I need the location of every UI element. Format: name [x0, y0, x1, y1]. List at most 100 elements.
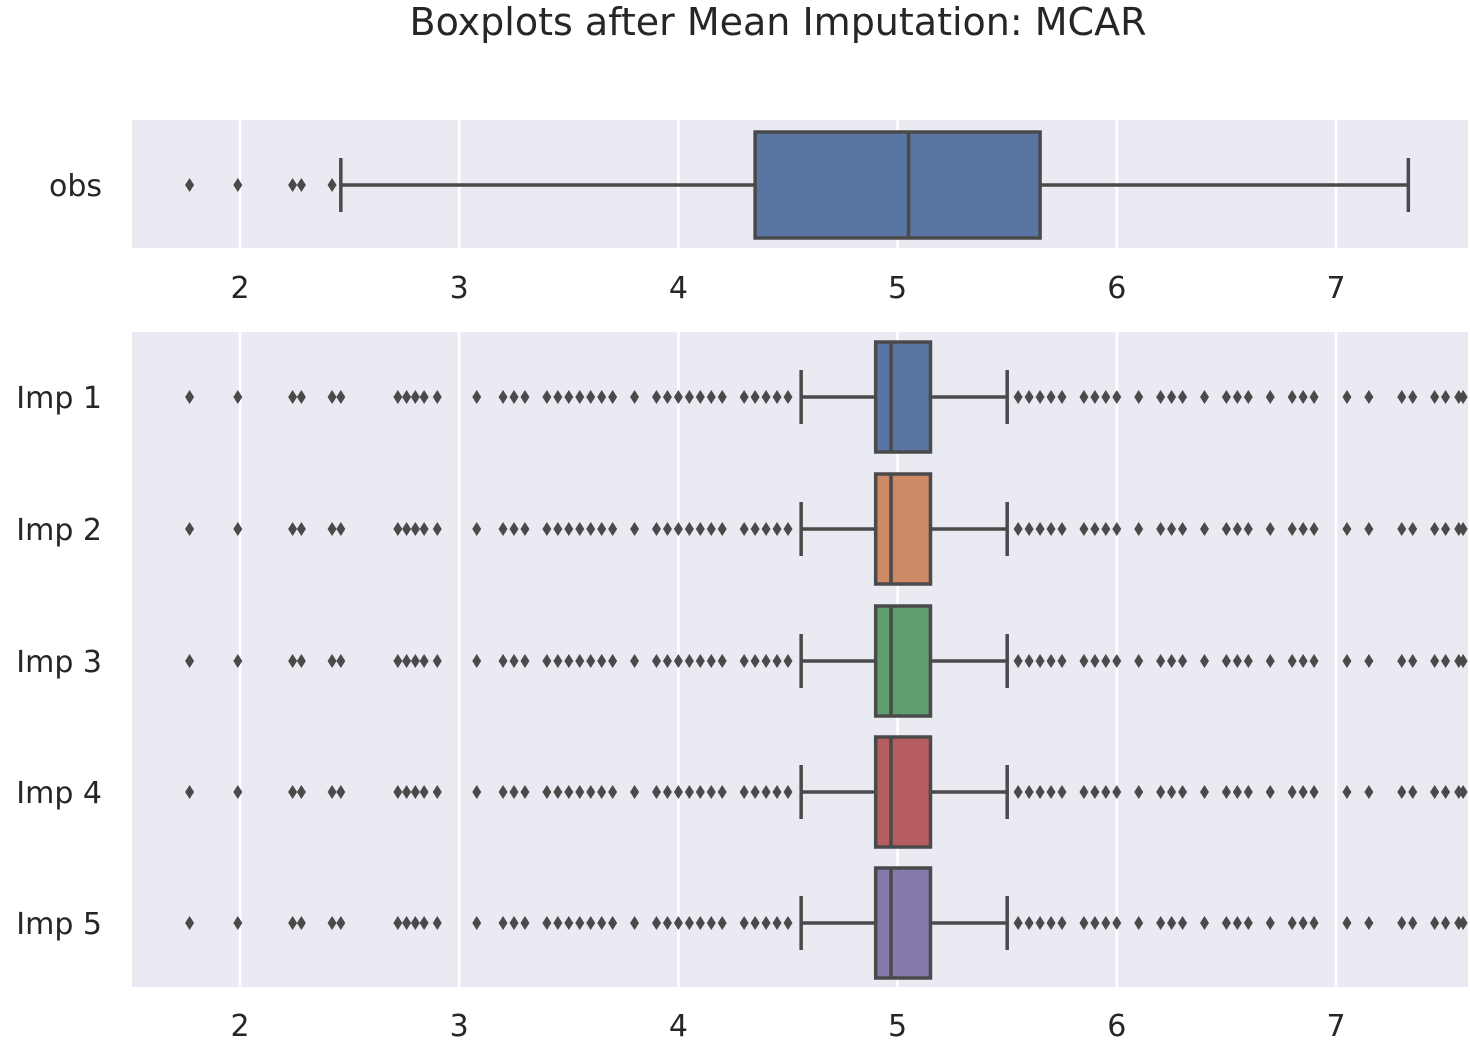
- outlier-point: [1156, 916, 1166, 930]
- outlier-point: [1024, 916, 1034, 930]
- outlier-point: [336, 390, 346, 404]
- box-iqr: [873, 604, 933, 718]
- outlier-point: [1265, 522, 1275, 536]
- x-tick-label: 6: [1107, 271, 1126, 306]
- outlier-point: [553, 785, 563, 799]
- outlier-point: [419, 916, 429, 930]
- outlier-point: [410, 916, 420, 930]
- outlier-point: [1408, 785, 1418, 799]
- outlier-point: [1232, 785, 1242, 799]
- outlier-point: [1342, 785, 1352, 799]
- outlier-point: [1408, 916, 1418, 930]
- outlier-point: [327, 785, 337, 799]
- outlier-point: [651, 785, 661, 799]
- outlier-point: [564, 916, 574, 930]
- outlier-point: [1458, 785, 1468, 799]
- outlier-point: [542, 522, 552, 536]
- outlier-point: [1156, 654, 1166, 668]
- outlier-point: [575, 522, 585, 536]
- outlier-point: [1221, 916, 1231, 930]
- outlier-point: [1221, 522, 1231, 536]
- outlier-point: [772, 522, 782, 536]
- outlier-point: [662, 522, 672, 536]
- outlier-point: [1458, 390, 1468, 404]
- outlier-point: [1408, 390, 1418, 404]
- outlier-point: [673, 785, 683, 799]
- outlier-point: [1057, 785, 1067, 799]
- outlier-point: [662, 390, 672, 404]
- outlier-point: [1232, 390, 1242, 404]
- outlier-point: [296, 654, 306, 668]
- outlier-point: [608, 654, 618, 668]
- outlier-point: [1408, 522, 1418, 536]
- outlier-point: [1046, 522, 1056, 536]
- x-tick-label: 5: [888, 1009, 907, 1044]
- outlier-point: [717, 522, 727, 536]
- outlier-point: [739, 654, 749, 668]
- y-category-label: Imp 5: [16, 907, 102, 942]
- outlier-point: [750, 522, 760, 536]
- boxplot-imp-5: Imp 5: [16, 866, 1468, 980]
- outlier-point: [673, 390, 683, 404]
- outlier-point: [1441, 916, 1451, 930]
- outlier-point: [472, 390, 482, 404]
- outlier-point: [1298, 785, 1308, 799]
- outlier-point: [1232, 654, 1242, 668]
- outlier-point: [1013, 785, 1023, 799]
- outlier-point: [630, 654, 640, 668]
- outlier-point: [1221, 390, 1231, 404]
- outlier-point: [1309, 390, 1319, 404]
- outlier-point: [233, 785, 243, 799]
- boxplot-imp-3: Imp 3: [16, 604, 1468, 718]
- outlier-point: [327, 390, 337, 404]
- outlier-point: [1287, 654, 1297, 668]
- outlier-point: [336, 916, 346, 930]
- outlier-point: [1364, 785, 1374, 799]
- outlier-point: [185, 522, 195, 536]
- outlier-point: [586, 654, 596, 668]
- outlier-point: [542, 654, 552, 668]
- outlier-point: [432, 522, 442, 536]
- outlier-point: [1057, 522, 1067, 536]
- outlier-point: [419, 522, 429, 536]
- outlier-point: [1178, 916, 1188, 930]
- outlier-point: [783, 390, 793, 404]
- outlier-point: [1430, 390, 1440, 404]
- outlier-point: [542, 785, 552, 799]
- outlier-point: [1013, 390, 1023, 404]
- outlier-point: [1221, 654, 1231, 668]
- outlier-point: [1221, 785, 1231, 799]
- outlier-point: [1101, 390, 1111, 404]
- outlier-point: [296, 522, 306, 536]
- outlier-point: [498, 522, 508, 536]
- outlier-point: [1134, 785, 1144, 799]
- outlier-point: [1243, 390, 1253, 404]
- outlier-point: [1090, 916, 1100, 930]
- outlier-point: [402, 522, 412, 536]
- outlier-point: [288, 178, 298, 192]
- outlier-point: [564, 390, 574, 404]
- outlier-point: [761, 785, 771, 799]
- outlier-point: [1199, 390, 1209, 404]
- outlier-point: [651, 916, 661, 930]
- outlier-point: [630, 522, 640, 536]
- outlier-point: [410, 654, 420, 668]
- outlier-point: [1090, 390, 1100, 404]
- outlier-point: [1178, 390, 1188, 404]
- outlier-point: [1046, 390, 1056, 404]
- y-category-label: Imp 3: [16, 645, 102, 680]
- outlier-point: [739, 522, 749, 536]
- outlier-point: [1397, 785, 1407, 799]
- x-tick-label: 2: [230, 271, 249, 306]
- outlier-point: [1079, 390, 1089, 404]
- outlier-point: [1101, 785, 1111, 799]
- outlier-point: [684, 390, 694, 404]
- outlier-point: [695, 522, 705, 536]
- outlier-point: [509, 390, 519, 404]
- outlier-point: [783, 785, 793, 799]
- y-category-label: Imp 2: [16, 513, 102, 548]
- outlier-point: [520, 522, 530, 536]
- outlier-point: [1397, 654, 1407, 668]
- outlier-point: [1287, 390, 1297, 404]
